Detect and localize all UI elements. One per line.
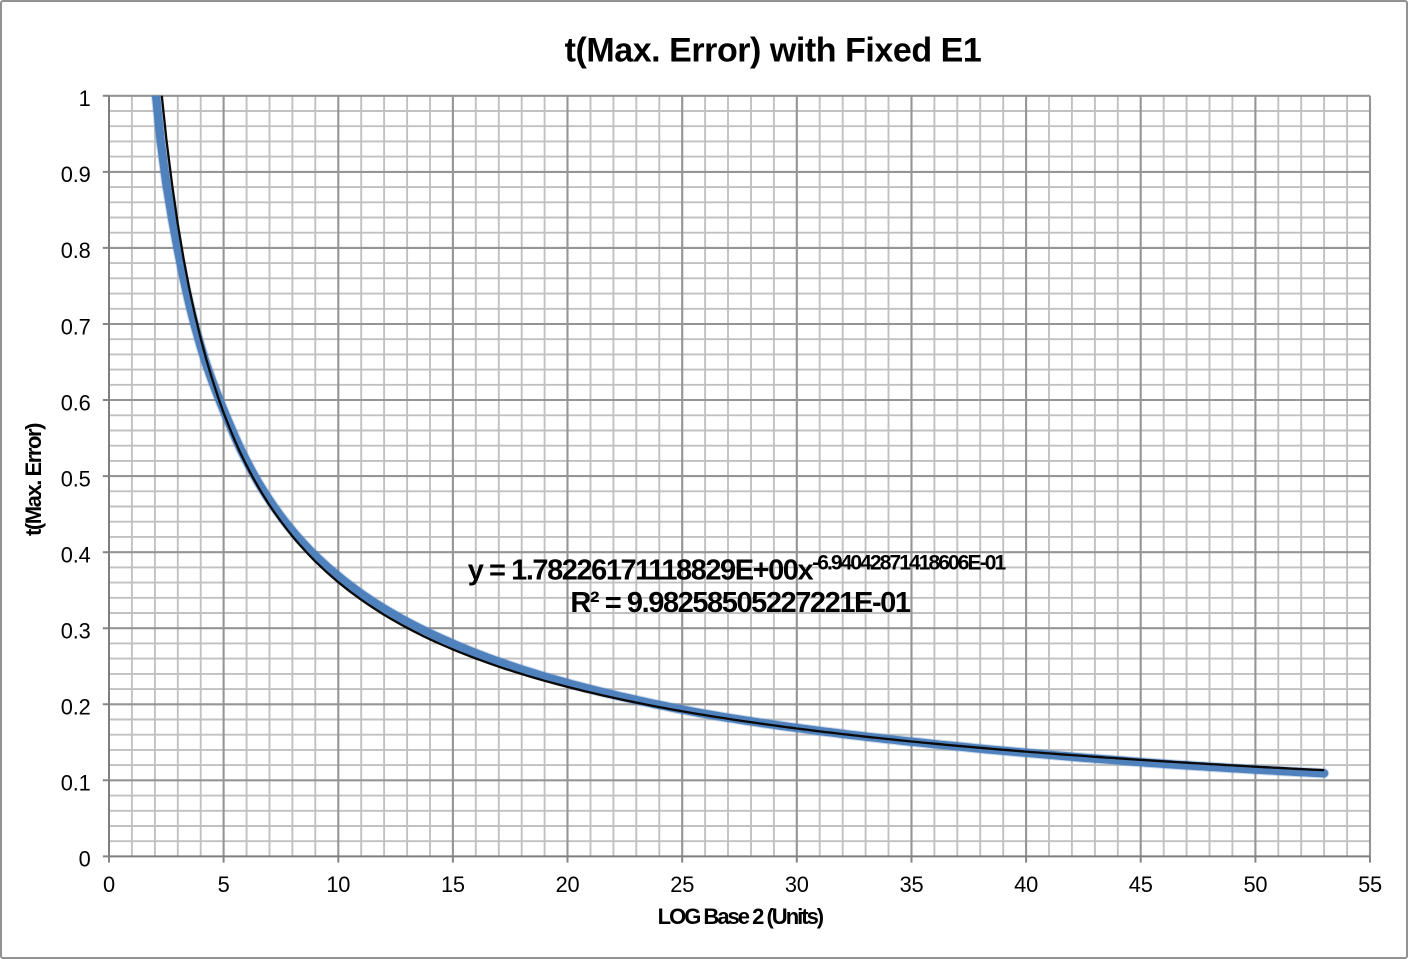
svg-text:0.5: 0.5 (61, 466, 91, 491)
svg-text:55: 55 (1358, 872, 1382, 897)
svg-text:0.6: 0.6 (61, 390, 91, 415)
svg-text:5: 5 (218, 872, 230, 897)
svg-text:0.3: 0.3 (61, 619, 91, 644)
svg-text:50: 50 (1243, 872, 1267, 897)
svg-text:0: 0 (103, 872, 115, 897)
svg-text:40: 40 (1014, 872, 1038, 897)
svg-text:0.8: 0.8 (61, 238, 91, 263)
svg-text:0.7: 0.7 (61, 314, 91, 339)
svg-text:LOG Base 2 (Units): LOG Base 2 (Units) (658, 904, 824, 929)
svg-text:0.9: 0.9 (61, 162, 91, 187)
svg-text:20: 20 (556, 872, 580, 897)
svg-text:10: 10 (326, 872, 350, 897)
svg-text:y = 1.78226171118829E+00x-6.94: y = 1.78226171118829E+00x-6.940428714186… (468, 552, 1007, 587)
svg-text:15: 15 (441, 872, 465, 897)
svg-text:0.4: 0.4 (61, 543, 91, 568)
svg-text:0.1: 0.1 (61, 771, 91, 796)
svg-text:1: 1 (79, 86, 91, 111)
svg-text:t(Max. Error) with Fixed E1: t(Max. Error) with Fixed E1 (565, 31, 982, 69)
svg-text:25: 25 (670, 872, 694, 897)
svg-text:0.2: 0.2 (61, 695, 91, 720)
svg-text:0: 0 (79, 847, 91, 872)
svg-text:R² = 9.98258505227221E-01: R² = 9.98258505227221E-01 (570, 587, 910, 619)
svg-text:45: 45 (1129, 872, 1153, 897)
svg-text:35: 35 (900, 872, 924, 897)
svg-text:30: 30 (785, 872, 809, 897)
svg-text:t(Max. Error): t(Max. Error) (21, 423, 46, 536)
